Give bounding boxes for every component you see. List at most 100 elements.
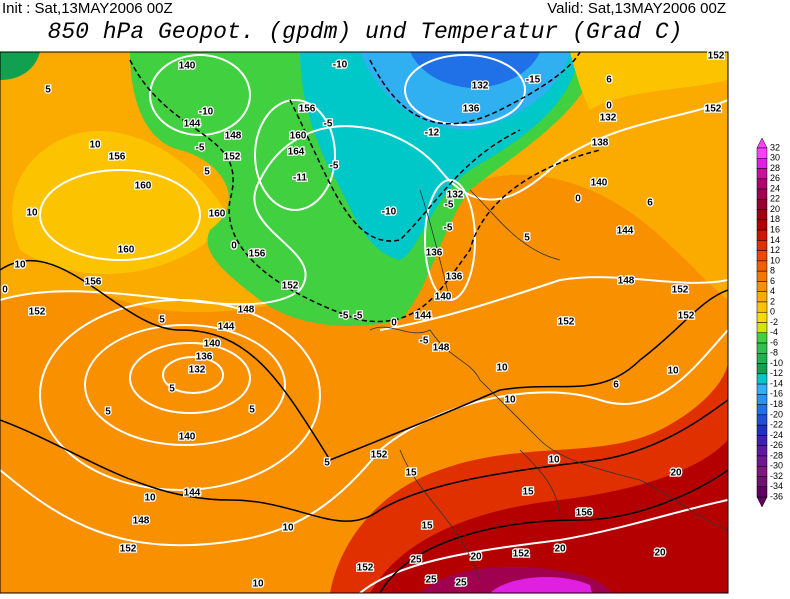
contour-label: 5 (105, 407, 111, 418)
colorbar-label: -16 (770, 389, 783, 399)
contour (129, 59, 601, 323)
map-frame (0, 51, 729, 594)
contour (254, 99, 336, 211)
map-title: 850 hPa Geopot. (gpdm) und Temperatur (G… (48, 19, 683, 45)
contour-label: -5 (444, 223, 453, 234)
contour-label: 0 (2, 285, 8, 296)
colorbar-label: 26 (770, 173, 780, 183)
contour-label: 6 (613, 380, 619, 391)
contour-label: 6 (647, 198, 653, 209)
colorbar-swatch (756, 270, 768, 282)
contour-label: 20 (654, 548, 666, 559)
colorbar-swatch (756, 188, 768, 200)
colorbar-swatch (756, 435, 768, 446)
contour-label: 160 (290, 131, 307, 142)
colorbar-swatch (756, 445, 768, 457)
colorbar-swatch (756, 394, 768, 405)
colorbar-label: -14 (770, 378, 783, 388)
colorbar-arrow (756, 137, 768, 149)
contour-label: 148 (225, 131, 242, 142)
contour-label: 20 (470, 552, 482, 563)
contour-label: 152 (357, 563, 374, 574)
coastline (419, 189, 561, 301)
contour-label: 25 (410, 555, 422, 566)
contour (162, 356, 224, 394)
contour (0, 329, 728, 547)
field-cold (410, 52, 540, 88)
contour-label: 10 (14, 260, 26, 271)
contour-label: 152 (708, 51, 725, 62)
init-time: Init : Sat,13MAY2006 00Z (2, 0, 173, 17)
colorbar-label: -4 (770, 327, 778, 337)
colorbar-label: 24 (770, 183, 780, 193)
coastline (369, 326, 728, 531)
contour-label: 5 (324, 458, 330, 469)
contour-label: 152 (672, 285, 689, 296)
field-warm (12, 131, 231, 274)
contour-label: 152 (513, 549, 530, 560)
contour-label: 5 (524, 233, 530, 244)
colorbar-label: 0 (770, 307, 775, 317)
colorbar-swatch (756, 209, 768, 221)
colorbar-swatch (756, 322, 768, 334)
colorbar-label: -6 (770, 337, 778, 347)
temperature-contours (129, 52, 601, 323)
contour-label: 152 (29, 307, 46, 318)
colorbar-label: -34 (770, 481, 783, 491)
contour-label: -10 (333, 60, 348, 71)
contour-label: 136 (446, 272, 463, 283)
contour-label: 156 (299, 104, 316, 115)
contour-label: 136 (426, 248, 443, 259)
colorbar-label: 12 (770, 245, 780, 255)
colorbar-label: 18 (770, 214, 780, 224)
contour-label: 136 (196, 352, 213, 363)
contour-label: 156 (249, 249, 266, 260)
colorbar-label: -12 (770, 368, 783, 378)
colorbar-swatch (756, 353, 768, 364)
contour (359, 499, 728, 593)
coastline (399, 449, 561, 581)
contour-label: 152 (371, 450, 388, 461)
map-area (0, 51, 729, 594)
colorbar-label: -22 (770, 420, 783, 430)
colorbar-label: -28 (770, 450, 783, 460)
contour-label: 144 (218, 322, 235, 333)
colorbar-swatch (756, 250, 768, 262)
colorbar-swatch (756, 240, 768, 251)
contour-label: 10 (504, 395, 516, 406)
contour (0, 99, 728, 306)
contour-label: -10 (199, 107, 214, 118)
colorbar-label: 6 (770, 276, 775, 286)
contour-label: 132 (600, 113, 617, 124)
contour-label: 25 (455, 578, 467, 589)
colorbar-swatch (756, 465, 768, 477)
contour-label: 144 (184, 119, 201, 130)
field-cold (0, 52, 40, 80)
contour-label: 160 (118, 245, 135, 256)
colorbar-swatch (756, 332, 768, 344)
contour-label: 20 (670, 468, 682, 479)
contour-label: 156 (576, 508, 593, 519)
contour (369, 52, 581, 125)
contour-label: 5 (169, 384, 175, 395)
contour-label: 152 (224, 152, 241, 163)
colorbar-swatch (756, 178, 768, 190)
contour-label: -11 (293, 173, 307, 184)
contour-label: 140 (179, 432, 196, 443)
colorbar-label: -24 (770, 430, 783, 440)
contour (84, 324, 286, 446)
colorbar-swatch (756, 281, 768, 292)
colorbar-swatch (756, 342, 768, 354)
contour-label: 152 (558, 317, 575, 328)
colorbar-swatch (756, 291, 768, 303)
colorbar-label: -8 (770, 348, 778, 358)
contour (0, 399, 728, 522)
contour (379, 469, 728, 593)
contour-label: 152 (120, 544, 137, 555)
contour-label: 10 (252, 579, 264, 590)
colorbar-swatch (756, 404, 768, 416)
contour-label: 10 (282, 523, 294, 534)
contour (0, 259, 728, 461)
field-warm (570, 52, 728, 110)
